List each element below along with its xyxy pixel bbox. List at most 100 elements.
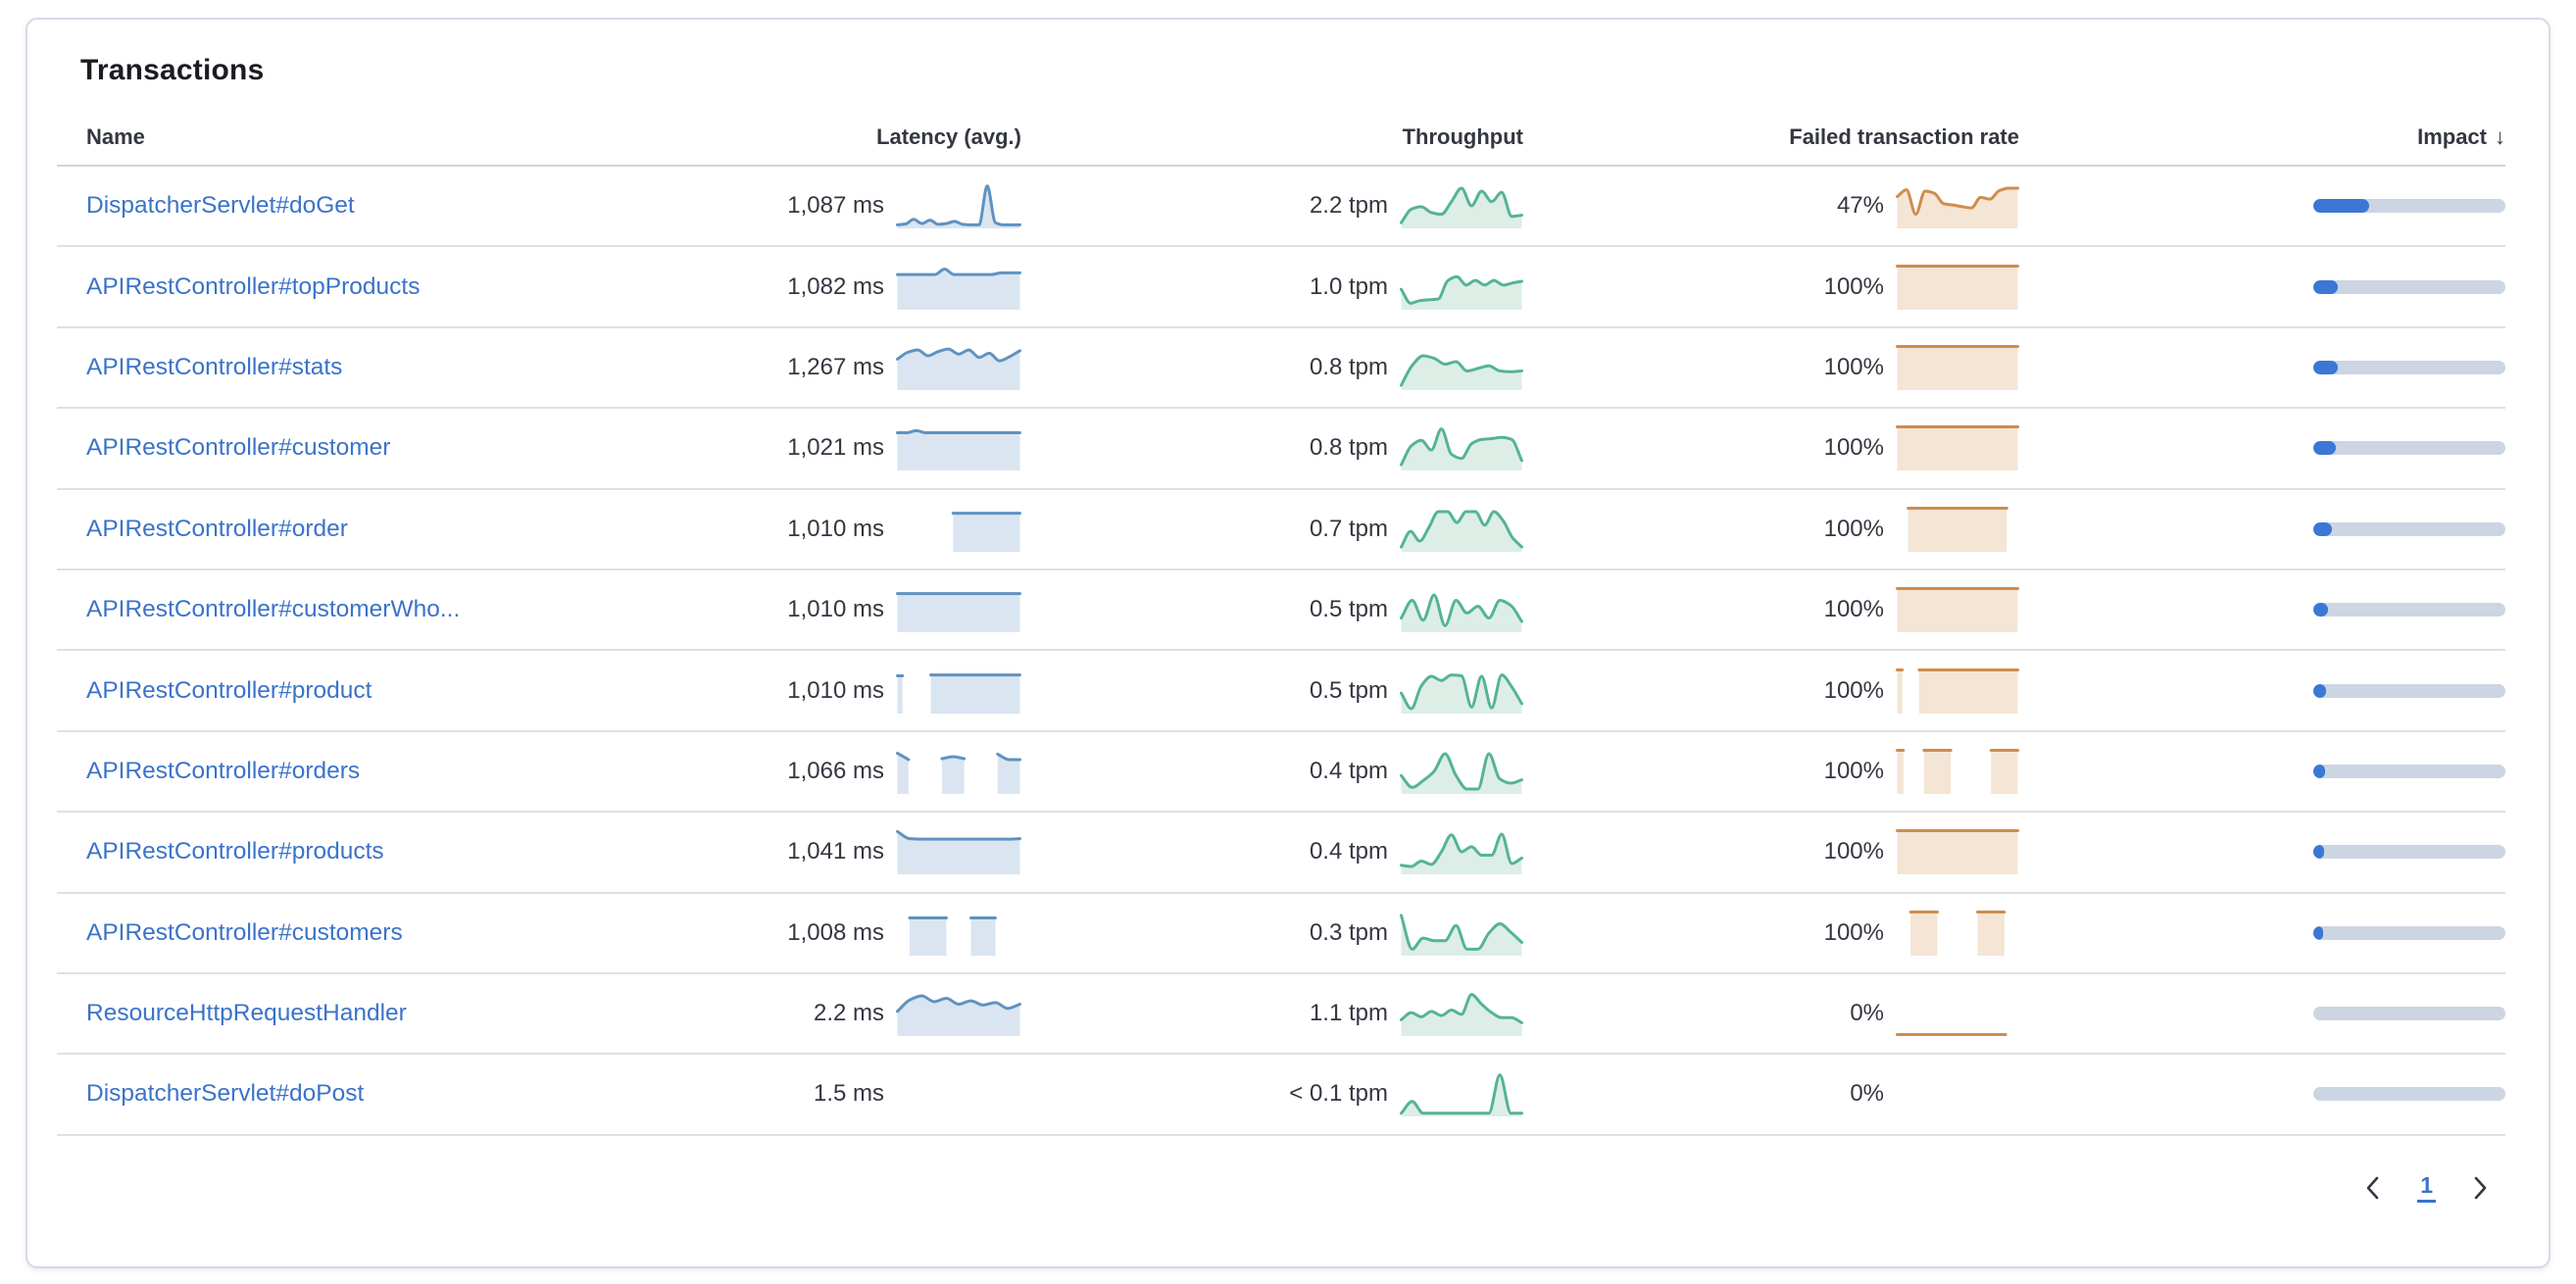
throughput-sparkline: [1400, 510, 1523, 552]
page-number-1[interactable]: 1: [2417, 1172, 2436, 1204]
latency-sparkline: [896, 1071, 1021, 1116]
transaction-link[interactable]: DispatcherServlet#doGet: [86, 192, 355, 220]
throughput-sparkline: [1400, 832, 1523, 875]
latency-value: 1,008 ms: [787, 918, 884, 946]
impact-bar: [2313, 441, 2505, 456]
column-header-name[interactable]: Name: [86, 124, 145, 149]
throughput-value: 1.1 tpm: [1309, 1000, 1388, 1027]
latency-sparkline: [896, 751, 1021, 794]
transaction-link[interactable]: APIRestController#customerWho...: [86, 596, 461, 623]
throughput-sparkline: [1400, 186, 1523, 229]
throughput-value: < 0.1 tpm: [1289, 1080, 1388, 1108]
impact-bar: [2313, 925, 2505, 940]
latency-sparkline: [896, 267, 1021, 310]
failed-rate-sparkline: [1896, 344, 2019, 390]
failed-rate-value: 100%: [1823, 596, 1884, 623]
chevron-left-icon: [2366, 1176, 2379, 1199]
column-header-impact[interactable]: Impact ↓: [2019, 124, 2505, 150]
throughput-value: 0.5 tpm: [1309, 596, 1388, 623]
impact-bar-fill: [2313, 764, 2325, 778]
transaction-link[interactable]: DispatcherServlet#doPost: [86, 1080, 365, 1108]
failed-rate-sparkline: [1907, 506, 2008, 552]
failed-rate-value: 47%: [1836, 192, 1884, 220]
failed-rate-value: 0%: [1850, 1000, 1884, 1027]
impact-bar-fill: [2313, 521, 2332, 536]
transaction-link[interactable]: APIRestController#products: [86, 838, 384, 865]
throughput-value: 2.2 tpm: [1309, 192, 1388, 220]
failed-rate-sparkline: [1896, 829, 2019, 875]
failed-rate-value: 100%: [1823, 272, 1884, 300]
failed-rate-value: 100%: [1823, 918, 1884, 946]
latency-value: 1,082 ms: [787, 272, 884, 300]
failed-rate-value: 100%: [1823, 353, 1884, 380]
impact-bar: [2313, 845, 2505, 860]
failed-rate-value: 100%: [1823, 434, 1884, 462]
failed-rate-value: 100%: [1823, 757, 1884, 784]
throughput-value: 0.3 tpm: [1309, 918, 1388, 946]
failed-rate-value: 100%: [1823, 676, 1884, 704]
table-header-row: Name Latency (avg.) Throughput Failed tr…: [57, 110, 2505, 167]
throughput-value: 0.5 tpm: [1309, 676, 1388, 704]
previous-page-button[interactable]: [2361, 1171, 2384, 1205]
failed-rate-sparkline: [1896, 1071, 2019, 1116]
latency-value: 1,021 ms: [787, 434, 884, 462]
transactions-panel: Transactions Name Latency (avg.) Through…: [25, 18, 2551, 1268]
transaction-link[interactable]: APIRestController#orders: [86, 757, 361, 784]
latency-value: 1,041 ms: [787, 838, 884, 865]
transaction-link[interactable]: APIRestController#stats: [86, 353, 343, 380]
latency-sparkline: [896, 994, 1021, 1037]
sort-desc-icon: ↓: [2495, 124, 2505, 149]
latency-value: 1,010 ms: [787, 596, 884, 623]
latency-sparkline: [896, 830, 1021, 875]
impact-bar-fill: [2313, 360, 2339, 374]
table-row: APIRestController#product 1,010 ms 0.5 t…: [57, 651, 2505, 732]
failed-rate-sparkline: [1896, 1033, 2007, 1037]
transaction-link[interactable]: ResourceHttpRequestHandler: [86, 1000, 407, 1027]
failed-rate-sparkline: [1896, 667, 2019, 714]
throughput-sparkline: [1400, 593, 1523, 633]
throughput-sparkline: [1400, 354, 1523, 390]
impact-bar: [2313, 279, 2505, 294]
table-body: DispatcherServlet#doGet 1,087 ms 2.2 tpm…: [57, 167, 2505, 1136]
table-row: APIRestController#order 1,010 ms 0.7 tpm…: [57, 490, 2505, 570]
impact-bar-fill: [2313, 199, 2369, 214]
throughput-sparkline: [1400, 672, 1523, 714]
transaction-link[interactable]: APIRestController#order: [86, 515, 348, 542]
impact-bar-fill: [2313, 441, 2336, 456]
impact-bar-fill: [2313, 683, 2326, 698]
table-row: APIRestController#customer 1,021 ms 0.8 …: [57, 409, 2505, 490]
transaction-link[interactable]: APIRestController#product: [86, 676, 372, 704]
throughput-value: 0.4 tpm: [1309, 838, 1388, 865]
impact-bar: [2313, 603, 2505, 617]
table-row: APIRestController#customerWho... 1,010 m…: [57, 570, 2505, 652]
latency-value: 2.2 ms: [813, 1000, 884, 1027]
impact-bar-fill: [2313, 603, 2328, 617]
latency-sparkline: [896, 429, 1021, 471]
throughput-sparkline: [1400, 274, 1523, 310]
latency-sparkline: [896, 184, 1021, 229]
latency-value: 1,267 ms: [787, 353, 884, 380]
table-row: APIRestController#products 1,041 ms 0.4 …: [57, 813, 2505, 894]
column-header-failed-rate[interactable]: Failed transaction rate: [1789, 124, 2019, 149]
transaction-link[interactable]: APIRestController#customers: [86, 918, 403, 946]
column-header-impact-label: Impact: [2417, 124, 2487, 149]
failed-rate-sparkline: [1896, 587, 2019, 633]
failed-rate-value: 0%: [1850, 1080, 1884, 1108]
transaction-link[interactable]: APIRestController#topProducts: [86, 272, 421, 300]
throughput-value: 0.8 tpm: [1309, 353, 1388, 380]
impact-bar-fill: [2313, 279, 2339, 294]
latency-value: 1,010 ms: [787, 676, 884, 704]
next-page-button[interactable]: [2469, 1171, 2492, 1205]
failed-rate-value: 100%: [1823, 515, 1884, 542]
impact-bar: [2313, 1087, 2505, 1102]
impact-bar: [2313, 683, 2505, 698]
column-header-latency[interactable]: Latency (avg.): [876, 124, 1021, 149]
impact-bar: [2313, 1007, 2505, 1021]
throughput-sparkline: [1400, 1073, 1523, 1117]
column-header-throughput[interactable]: Throughput: [1402, 124, 1523, 149]
transaction-link[interactable]: APIRestController#customer: [86, 434, 391, 462]
latency-sparkline: [951, 511, 1021, 552]
impact-bar: [2313, 764, 2505, 778]
table-row: APIRestController#topProducts 1,082 ms 1…: [57, 247, 2505, 328]
impact-bar: [2313, 360, 2505, 374]
